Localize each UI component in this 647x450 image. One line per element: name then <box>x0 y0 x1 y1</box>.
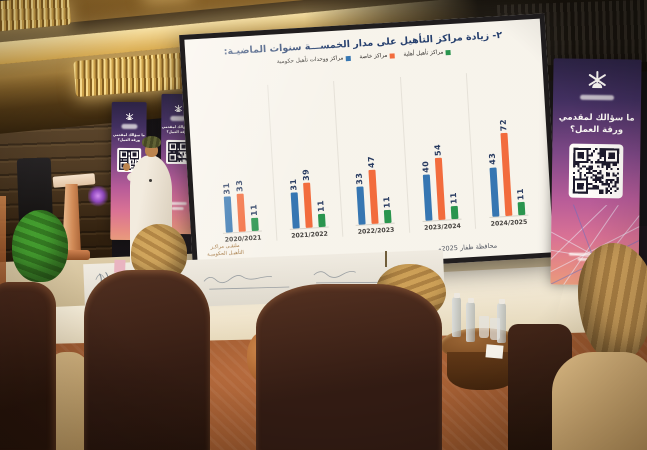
bar <box>302 182 313 228</box>
projection-screen: ٢- زيادة مراكز التأهيل على مدار الخمســـ… <box>179 13 559 279</box>
drinking-glass <box>490 318 500 340</box>
microphone-stick <box>385 251 387 267</box>
oman-emblem-icon <box>588 71 606 89</box>
bar-chart: 31 33 11 2020/2021 31 39 11 2021/2022 33 47 11 2022… <box>201 69 542 244</box>
chart-group: 31 33 11 2020/2021 <box>201 85 276 245</box>
bar-value-label: 11 <box>515 188 526 201</box>
presenter-hand <box>123 163 130 171</box>
bar-value-label: 11 <box>316 199 326 213</box>
bar <box>356 186 367 225</box>
bar <box>290 192 300 229</box>
qr-code-icon <box>568 143 624 199</box>
legend-label: مراكز خاصة <box>359 52 388 61</box>
bar-value-label: 11 <box>249 203 260 217</box>
bar <box>384 210 393 224</box>
slide-logo-text: ملتقـى مراكـز التأهيـل الحكوميـة <box>206 242 245 258</box>
chart-group: 43 72 11 2024/2025 <box>466 69 542 229</box>
chart-group: 40 54 11 2023/2024 <box>399 73 476 233</box>
calligraphy-mark <box>120 123 137 130</box>
bar-value-label: 33 <box>355 172 365 185</box>
bar <box>422 174 433 221</box>
bar <box>434 157 446 221</box>
rollup-banner-left: ما سؤالك لمقدمي ورقة العمل؟ <box>110 101 147 241</box>
bar-value-label: 11 <box>448 192 459 205</box>
chart-group: 31 39 11 2021/2022 <box>266 81 343 241</box>
bar <box>317 214 326 228</box>
slide: ٢- زيادة مراكز التأهيل على مدار الخمســـ… <box>184 18 554 274</box>
bar <box>489 167 500 217</box>
legend-swatch <box>389 52 395 59</box>
legend-swatch <box>445 49 451 55</box>
slide-footer-text: محافظة ظفار 2025م <box>437 241 498 254</box>
bar-value-label: 39 <box>301 168 311 182</box>
bar-value-label: 47 <box>367 155 377 169</box>
x-axis-label: 2022/2023 <box>357 226 395 236</box>
legend-label: مراكز ووحدات تأهيل حكومية <box>276 55 344 66</box>
legend-label: مراكز تأهيل أهلية <box>403 49 444 58</box>
presenter-turban <box>142 136 161 148</box>
qr-code-icon <box>116 147 141 172</box>
chair-back <box>84 270 210 450</box>
chart-group: 33 47 11 2022/2023 <box>333 77 409 237</box>
bar-value-label: 31 <box>288 178 299 192</box>
oman-emblem-icon <box>125 112 133 120</box>
table-card <box>485 344 504 359</box>
bar-value-label: 33 <box>235 179 245 193</box>
lavalier-mic-icon <box>149 179 152 182</box>
bar <box>500 132 513 217</box>
bar-value-label: 43 <box>487 152 498 166</box>
table-base <box>447 352 517 390</box>
bar-value-label: 31 <box>222 182 232 196</box>
water-bottle <box>466 298 475 342</box>
chair-back <box>256 284 442 450</box>
lectern-base <box>56 250 90 260</box>
stage-edge-light <box>0 196 6 290</box>
audience-beige-turban-foreground <box>578 243 647 363</box>
x-axis-label: 2024/2025 <box>490 218 528 228</box>
bar-value-label: 72 <box>498 118 509 132</box>
x-axis-label: 2023/2024 <box>423 222 462 232</box>
legend-swatch <box>345 55 351 61</box>
x-axis-label: 2021/2022 <box>291 230 329 240</box>
purple-stage-light <box>88 186 108 208</box>
bar <box>251 218 260 232</box>
bar <box>368 169 380 224</box>
water-bottle <box>497 299 506 343</box>
bar <box>224 196 234 233</box>
bar <box>517 202 526 216</box>
bar-value-label: 40 <box>421 160 431 173</box>
legend-item: مراكز ووحدات تأهيل حكومية <box>277 55 351 65</box>
bar <box>236 193 247 232</box>
oman-emblem-icon <box>174 104 182 112</box>
calligraphy-mark <box>580 94 615 101</box>
banner-question-text: ما سؤالك لمقدمي ورقة العمل؟ <box>558 112 635 136</box>
bar <box>450 206 459 220</box>
audience-body-foreground <box>552 352 647 450</box>
bar-value-label: 11 <box>382 195 393 209</box>
legend-item: مراكز تأهيل أهلية <box>403 49 451 58</box>
water-bottle <box>452 293 461 337</box>
audience-green-turban <box>12 210 68 282</box>
drinking-glass <box>479 316 489 338</box>
legend-item: مراكز خاصة <box>359 52 395 61</box>
chair-back <box>0 282 56 450</box>
bar-value-label: 54 <box>433 143 443 157</box>
